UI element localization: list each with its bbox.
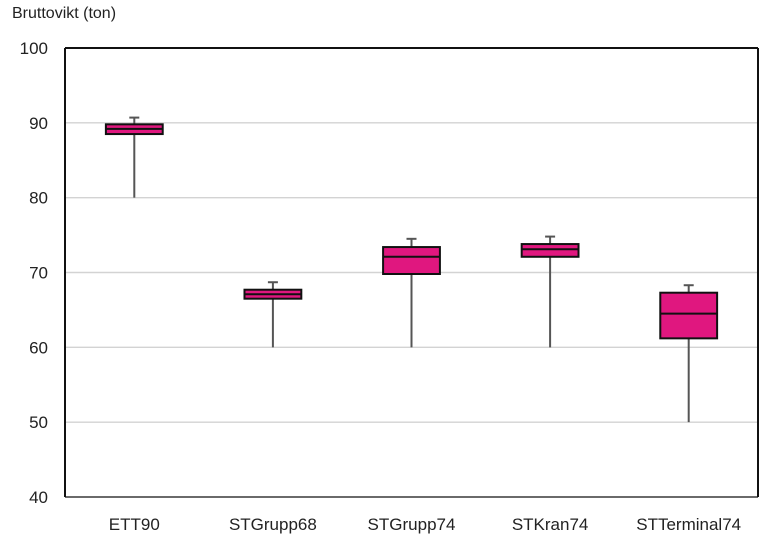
x-tick-labels: ETT90 STGrupp68 STGrupp74 STKran74 STTermina… xyxy=(109,515,741,534)
y-tick-labels: 40 50 60 70 80 90 100 xyxy=(20,39,48,507)
box-STGrupp74 xyxy=(382,237,441,348)
x-tick-STKran74: STKran74 xyxy=(512,515,589,534)
x-tick-STGrupp74: STGrupp74 xyxy=(368,515,456,534)
x-tick-STGrupp68: STGrupp68 xyxy=(229,515,317,534)
y-tick-80: 80 xyxy=(29,189,48,208)
box-STTerminal74 xyxy=(659,284,719,423)
y-tick-70: 70 xyxy=(29,264,48,283)
x-tick-STTerminal74: STTerminal74 xyxy=(636,515,741,534)
box-body xyxy=(382,246,441,275)
boxes xyxy=(104,116,719,423)
y-tick-50: 50 xyxy=(29,413,48,432)
box-ETT90 xyxy=(104,116,164,198)
y-tick-90: 90 xyxy=(29,114,48,133)
y-tick-40: 40 xyxy=(29,488,48,507)
box-STGrupp68 xyxy=(243,281,303,348)
plot-frame xyxy=(64,47,759,498)
y-tick-100: 100 xyxy=(20,39,48,58)
y-tick-60: 60 xyxy=(29,338,48,357)
box-STKran74 xyxy=(520,235,580,348)
x-tick-ETT90: ETT90 xyxy=(109,515,160,534)
box-body xyxy=(659,291,719,340)
box-body xyxy=(520,243,580,258)
y-axis-label: Bruttovikt (ton) xyxy=(12,5,116,22)
